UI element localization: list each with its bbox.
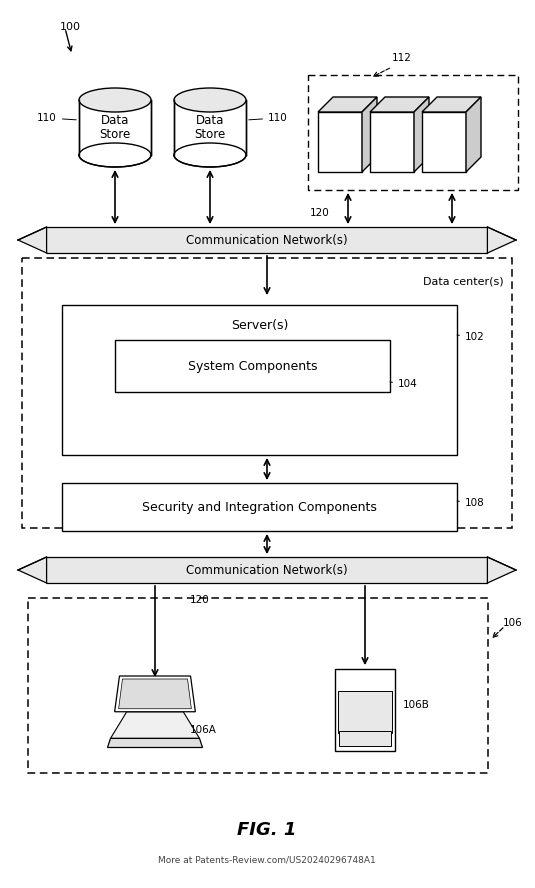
Text: Security and Integration Components: Security and Integration Components [142,501,377,513]
Polygon shape [370,97,429,112]
Bar [370,112,414,172]
Text: 108: 108 [457,498,485,508]
Polygon shape [487,227,516,253]
Polygon shape [422,97,481,112]
Polygon shape [18,557,47,583]
Bar [115,340,390,392]
Polygon shape [466,97,481,172]
Text: 120: 120 [310,208,330,218]
Bar [62,483,457,531]
Bar [308,75,518,190]
Text: Data
Store: Data Store [100,114,131,141]
Ellipse shape [79,88,151,112]
Text: 106B: 106B [403,700,430,710]
Bar [339,731,391,746]
Bar [28,598,488,773]
Bar [62,305,457,455]
Bar [79,100,151,155]
Text: 110: 110 [37,113,76,123]
Bar [335,669,395,751]
Polygon shape [414,97,429,172]
Ellipse shape [174,88,246,112]
Text: 104: 104 [390,379,418,389]
Text: FIG. 1: FIG. 1 [238,821,297,839]
Polygon shape [362,97,377,172]
Text: Communication Network(s): Communication Network(s) [186,234,348,247]
Text: 110: 110 [249,113,288,123]
Bar [47,227,487,253]
Text: More at Patents-Review.com/US20240296748A1: More at Patents-Review.com/US20240296748… [158,855,376,865]
Bar [338,691,392,733]
Text: Communication Network(s): Communication Network(s) [186,564,348,576]
Polygon shape [114,676,195,712]
Text: 120: 120 [190,595,210,605]
Polygon shape [487,557,516,583]
Polygon shape [111,712,200,739]
Polygon shape [18,227,47,253]
Text: 106A: 106A [190,725,217,735]
Polygon shape [318,97,377,112]
Ellipse shape [174,143,246,167]
Bar [422,112,466,172]
Ellipse shape [79,143,151,167]
Text: 112: 112 [392,53,412,63]
Bar [22,258,512,528]
Polygon shape [119,679,192,709]
Text: Data center(s): Data center(s) [423,276,504,286]
Text: Server(s): Server(s) [231,319,288,332]
Bar [47,557,487,583]
Text: 102: 102 [457,332,485,342]
Text: 106: 106 [503,618,523,628]
Bar [174,100,246,155]
Text: Data
Store: Data Store [194,114,226,141]
Bar [318,112,362,172]
Text: 100: 100 [60,22,81,32]
Text: System Components: System Components [188,360,317,372]
Polygon shape [108,739,203,748]
